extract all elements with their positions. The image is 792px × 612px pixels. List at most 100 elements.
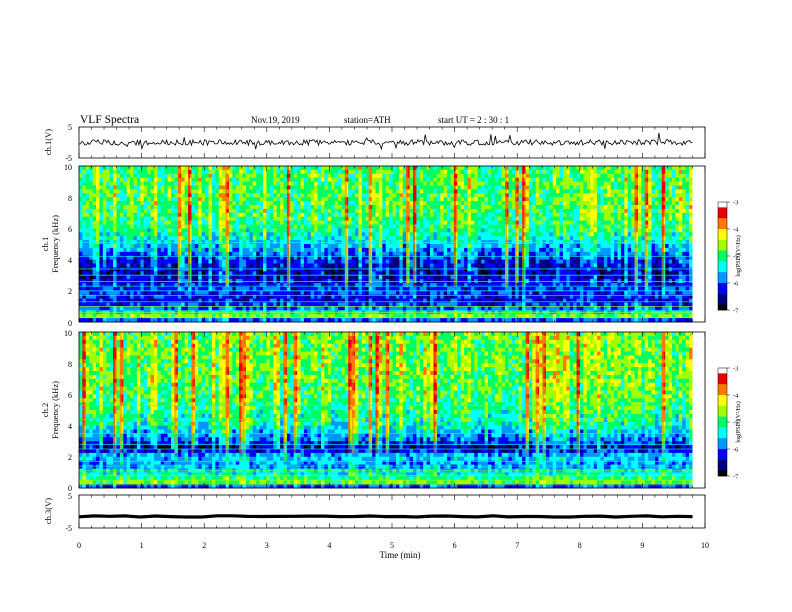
spec1-cell (491, 299, 495, 303)
spec1-cell (491, 248, 495, 252)
spec1-cell (96, 201, 100, 205)
spec1-cell (144, 306, 148, 310)
spec1-cell (82, 236, 86, 240)
spec1-cell (376, 232, 380, 236)
spec1-cell (468, 170, 472, 174)
spec1-cell (399, 178, 403, 182)
spec1-cell (301, 291, 305, 295)
spec1-cell (461, 174, 465, 178)
spec1-cell (324, 213, 328, 217)
spec1-cell (147, 306, 151, 310)
spec1-cell (410, 267, 414, 271)
spec1-cell (140, 178, 144, 182)
spec1-cell (123, 186, 127, 190)
spec1-cell (205, 182, 209, 186)
spec1-cell (253, 217, 257, 221)
spec1-cell (290, 213, 294, 217)
spec1-cell (226, 314, 230, 318)
spec1-cell (127, 193, 131, 197)
spec1-cell (386, 248, 390, 252)
spec1-cell (151, 217, 155, 221)
spec1-cell (355, 186, 359, 190)
spec1-cell (382, 178, 386, 182)
spec1-cell (393, 283, 397, 287)
spec1-cell (106, 267, 110, 271)
spec1-cell (362, 205, 366, 209)
spec1-cell (423, 275, 427, 279)
spec1-cell (481, 228, 485, 232)
spec1-cell (311, 244, 315, 248)
spec1-cell (355, 299, 359, 303)
spec1-cell (321, 221, 325, 225)
spec1-cell (457, 299, 461, 303)
spec1-cell (283, 205, 287, 209)
spec1-cell (341, 189, 345, 193)
spec1-cell (103, 248, 107, 252)
spec1-cell (202, 209, 206, 213)
spec1-cell (372, 174, 376, 178)
spec1-cell (99, 248, 103, 252)
spec1-cell (474, 209, 478, 213)
spec1-cell (266, 283, 270, 287)
spec1-cell (301, 314, 305, 318)
spec1-cell (423, 299, 427, 303)
spec1-cell (147, 201, 151, 205)
spec1-cell (144, 170, 148, 174)
spec1-cell (468, 244, 472, 248)
spec1-cell (481, 182, 485, 186)
spec1-cell (283, 178, 287, 182)
spec1-cell (209, 275, 213, 279)
spec1-cell (147, 314, 151, 318)
spec1-cell (335, 166, 339, 170)
spec1-cell (198, 248, 202, 252)
spec1-cell (379, 260, 383, 264)
spec1-cell (444, 232, 448, 236)
spec1-cell (464, 252, 468, 256)
spec1-cell (355, 252, 359, 256)
spec1-cell (372, 182, 376, 186)
spec1-cell (372, 170, 376, 174)
spec1-cell (341, 197, 345, 201)
spec1-cell (311, 201, 315, 205)
spec1-cell (294, 260, 298, 264)
spec1-cell (399, 236, 403, 240)
spec1-cell (301, 209, 305, 213)
spec1-cell (297, 209, 301, 213)
spec1-cell (277, 299, 281, 303)
spec1-cell (144, 205, 148, 209)
spec1-cell (393, 264, 397, 268)
spec1-cell (382, 232, 386, 236)
spec1-cell (447, 213, 451, 217)
spec1-cell (416, 205, 420, 209)
spec1-cell (181, 186, 185, 190)
spec1-cell (372, 260, 376, 264)
spec1-cell (485, 244, 489, 248)
spec1-cell (154, 166, 158, 170)
spec1-cell (485, 221, 489, 225)
spec1-cell (399, 182, 403, 186)
spec1-cell (338, 166, 342, 170)
spec1-cell (318, 306, 322, 310)
spec1-cell (168, 275, 172, 279)
spec1-cell (116, 252, 120, 256)
spec1-cell (113, 228, 117, 232)
spec1-cell (427, 189, 431, 193)
spec1-cell (389, 182, 393, 186)
spec1-cell (358, 267, 362, 271)
spec1-cell (410, 189, 414, 193)
spec1-cell (389, 236, 393, 240)
spec1-cell (358, 178, 362, 182)
spec1-cell (488, 232, 492, 236)
spec1-cell (335, 193, 339, 197)
spec1-cell (283, 306, 287, 310)
spec1-cell (335, 275, 339, 279)
spec1-cell (209, 186, 213, 190)
spec1-cell (157, 299, 161, 303)
spec1-cell (457, 193, 461, 197)
spec1-cell (372, 252, 376, 256)
spec1-cell (416, 299, 420, 303)
spec1-cell (151, 197, 155, 201)
spec1-cell (198, 186, 202, 190)
spec1-cell (311, 283, 315, 287)
spec1-cell (451, 248, 455, 252)
